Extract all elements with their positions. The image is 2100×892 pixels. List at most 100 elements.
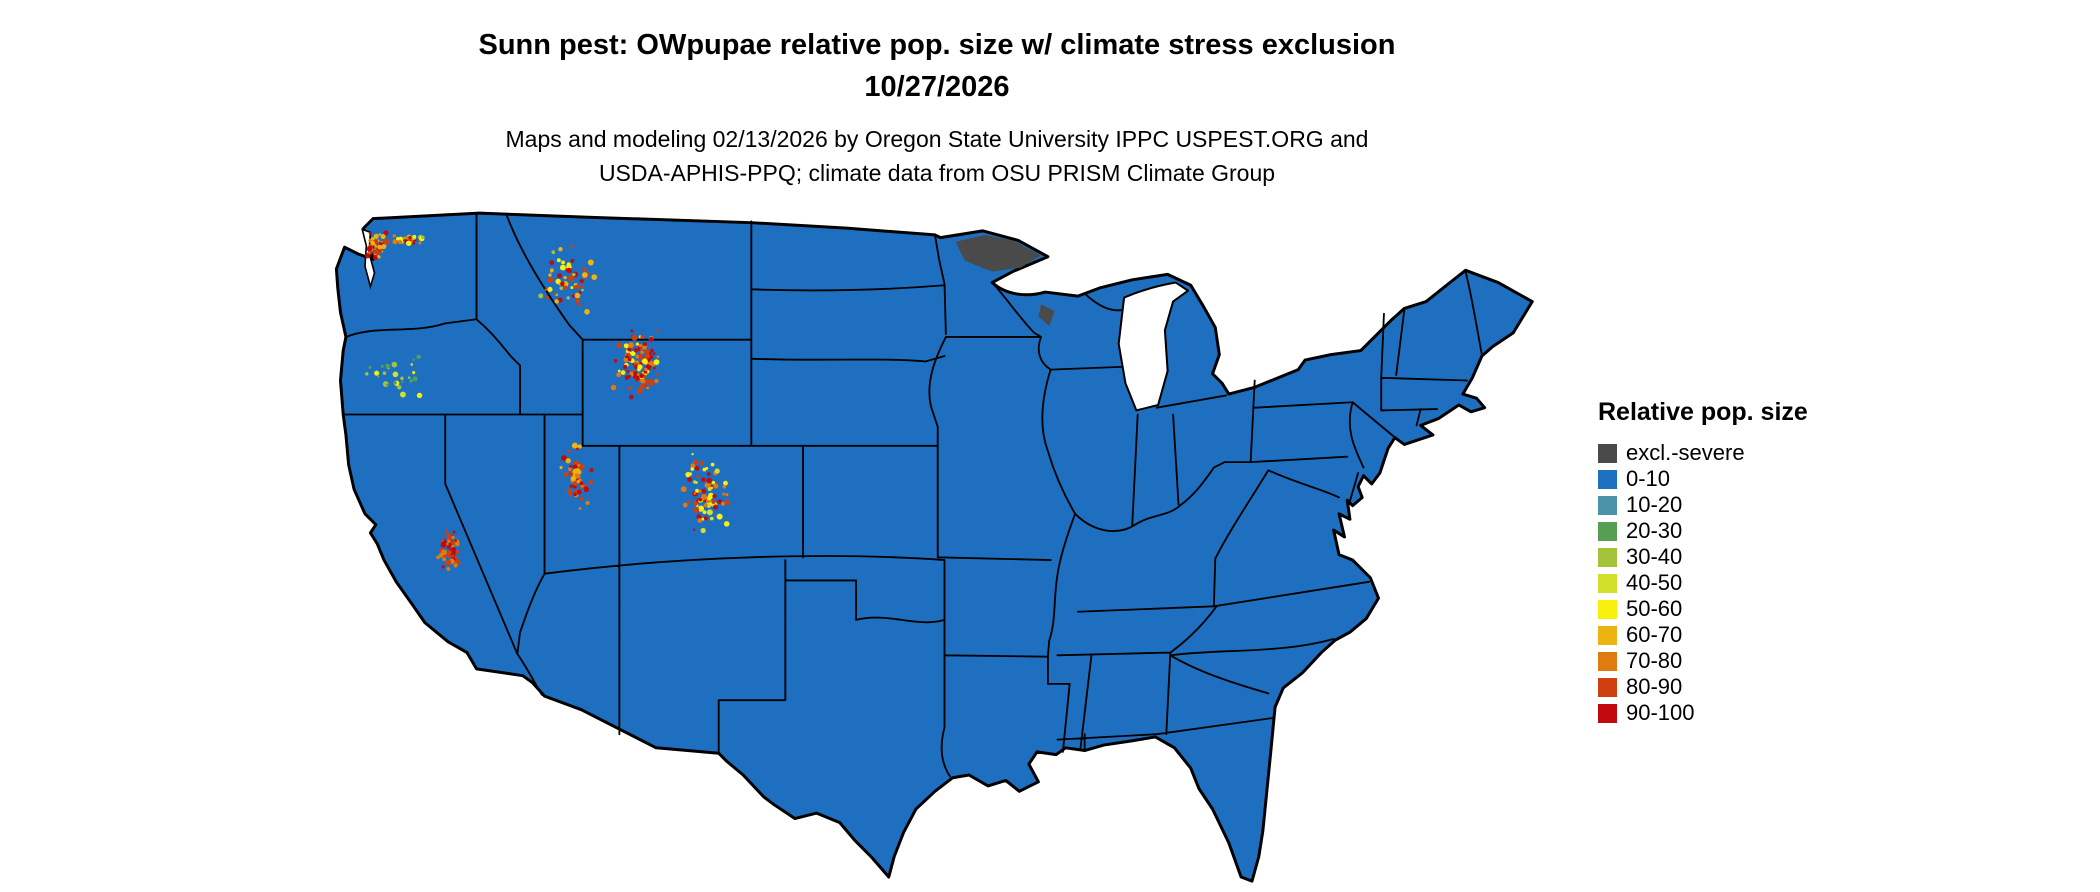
hotspot-dot-colorado-rockies	[701, 477, 706, 482]
hotspot-dot-colorado-rockies	[686, 500, 691, 505]
hotspot-dot-sierra-nevada	[454, 541, 460, 547]
hotspot-dot-colorado-rockies	[706, 472, 711, 476]
hotspot-dot-yellowstone-nw-wyoming	[635, 342, 639, 346]
hotspot-dot-yellowstone-nw-wyoming	[613, 358, 618, 363]
hotspot-dot-wasatch-utah	[572, 465, 576, 470]
hotspot-dot-sierra-nevada	[451, 535, 455, 540]
hotspot-dot-yellowstone-nw-wyoming	[622, 364, 628, 370]
hotspot-dot-eastern-oregon	[386, 383, 389, 387]
hotspot-dot-eastern-oregon	[377, 375, 380, 378]
hotspot-dot-sierra-nevada	[453, 563, 458, 568]
hotspot-dot-colorado-rockies	[705, 466, 709, 470]
hotspot-dot-yellowstone-nw-wyoming	[650, 348, 654, 353]
hotspot-dot-yellowstone-nw-wyoming	[616, 372, 621, 378]
hotspot-dot-puget-sound	[374, 249, 380, 255]
hotspot-dot-yellowstone-nw-wyoming	[617, 369, 621, 373]
hotspot-dot-colorado-rockies	[693, 459, 699, 465]
legend-item-10-20: 10-20	[1598, 492, 1858, 518]
hotspot-dot-colorado-rockies	[700, 527, 706, 534]
legend-item-excl-severe: excl.-severe	[1598, 440, 1858, 466]
hotspot-dot-central-idaho	[580, 284, 584, 288]
hotspot-dot-puget-sound	[373, 233, 379, 239]
hotspot-dot-north-cascades	[408, 236, 412, 240]
hotspot-dot-north-cascades	[412, 234, 417, 239]
hotspot-dot-colorado-rockies	[699, 498, 703, 502]
hotspot-dot-yellowstone-nw-wyoming	[629, 394, 634, 400]
hotspot-dot-central-idaho	[567, 275, 574, 282]
hotspot-dot-wasatch-utah	[584, 483, 588, 487]
hotspot-dot-colorado-rockies	[694, 466, 700, 471]
hotspot-dot-wasatch-utah	[578, 507, 582, 510]
hotspot-dot-yellowstone-nw-wyoming	[656, 355, 660, 359]
hotspot-dot-colorado-rockies	[713, 504, 719, 510]
hotspot-dot-central-idaho	[584, 277, 588, 280]
hotspot-dot-wasatch-utah	[579, 481, 584, 486]
hotspot-dot-central-idaho	[550, 270, 553, 273]
hotspot-dot-sierra-nevada	[447, 550, 452, 555]
hotspot-dot-yellowstone-nw-wyoming	[649, 380, 655, 386]
hotspot-dot-colorado-rockies	[710, 486, 714, 490]
hotspot-dot-puget-sound	[372, 256, 376, 260]
hotspot-dot-central-idaho	[574, 284, 580, 290]
legend-label: 60-70	[1626, 622, 1683, 647]
legend-item-20-30: 20-30	[1598, 518, 1858, 544]
hotspot-dot-wasatch-utah	[572, 481, 578, 486]
hotspot-dot-yellowstone-nw-wyoming	[652, 352, 656, 355]
hotspot-dot-colorado-rockies	[717, 499, 723, 504]
hotspot-dot-sierra-nevada	[451, 540, 456, 545]
hotspot-dot-wasatch-utah	[570, 473, 574, 477]
hotspot-dot-eastern-oregon	[416, 392, 423, 399]
hotspot-dot-sierra-nevada	[455, 549, 460, 554]
hotspot-dot-eastern-oregon	[407, 376, 411, 379]
hotspot-dot-wasatch-utah	[580, 484, 584, 488]
hotspot-dot-colorado-rockies	[693, 480, 697, 484]
hotspot-dot-yellowstone-nw-wyoming	[656, 329, 660, 333]
hotspot-dot-wasatch-utah	[578, 478, 582, 482]
hotspot-dot-yellowstone-nw-wyoming	[653, 366, 656, 370]
hotspot-dot-sierra-nevada	[441, 538, 445, 542]
hotspot-dot-puget-sound	[368, 231, 373, 235]
hotspot-dot-colorado-rockies	[712, 494, 717, 499]
hotspot-dot-eastern-oregon	[416, 354, 421, 360]
hotspot-dot-yellowstone-nw-wyoming	[640, 334, 645, 339]
hotspot-dot-eastern-oregon	[412, 358, 415, 362]
hotspot-dot-yellowstone-nw-wyoming	[640, 350, 644, 355]
hotspot-dot-wasatch-utah	[570, 476, 576, 482]
hotspot-dot-yellowstone-nw-wyoming	[644, 353, 651, 359]
hotspot-dot-wasatch-utah	[569, 493, 573, 497]
us-landmass	[334, 211, 1534, 883]
hotspot-dot-colorado-rockies	[709, 516, 714, 521]
hotspot-dot-wasatch-utah	[563, 472, 569, 478]
hotspot-dot-central-idaho	[566, 267, 572, 274]
map-subtitle: Maps and modeling 02/13/2026 by Oregon S…	[0, 122, 1874, 190]
hotspot-dot-yellowstone-nw-wyoming	[630, 351, 636, 357]
hotspot-dot-colorado-rockies	[697, 518, 703, 523]
excluded-region-patch	[955, 234, 1042, 272]
state-borders	[342, 213, 1483, 778]
map-header: Sunn pest: OWpupae relative pop. size w/…	[0, 24, 1874, 190]
hotspot-dot-central-idaho	[559, 286, 564, 291]
lake-michigan	[1117, 281, 1190, 412]
hotspot-dot-wasatch-utah	[569, 484, 573, 488]
hotspot-dot-yellowstone-nw-wyoming	[636, 388, 643, 395]
legend-label: 80-90	[1626, 674, 1683, 699]
hotspot-dot-central-idaho	[557, 273, 562, 279]
hotspot-dot-central-idaho	[548, 273, 552, 277]
hotspot-dot-central-idaho	[563, 276, 567, 280]
hotspot-dot-colorado-rockies	[682, 502, 688, 508]
hotspot-dot-north-cascades	[397, 240, 403, 245]
hotspot-dot-central-idaho	[578, 303, 581, 307]
subtitle-line-2: USDA-APHIS-PPQ; climate data from OSU PR…	[598, 160, 1276, 186]
hotspot-dot-colorado-rockies	[724, 499, 731, 506]
hotspot-dot-eastern-oregon	[412, 371, 416, 375]
hotspot-dot-yellowstone-nw-wyoming	[640, 378, 646, 384]
hotspot-dot-yellowstone-nw-wyoming	[635, 354, 640, 359]
hotspot-dot-sierra-nevada	[445, 559, 452, 566]
hotspot-dot-eastern-oregon	[365, 372, 369, 376]
legend-label: 50-60	[1626, 596, 1683, 621]
legend-label: 10-20	[1626, 492, 1683, 517]
hotspot-dot-puget-sound	[385, 238, 391, 244]
legend-label: 40-50	[1626, 570, 1683, 595]
hotspot-dot-colorado-rockies	[698, 505, 705, 512]
hotspot-dot-central-idaho	[584, 309, 590, 315]
